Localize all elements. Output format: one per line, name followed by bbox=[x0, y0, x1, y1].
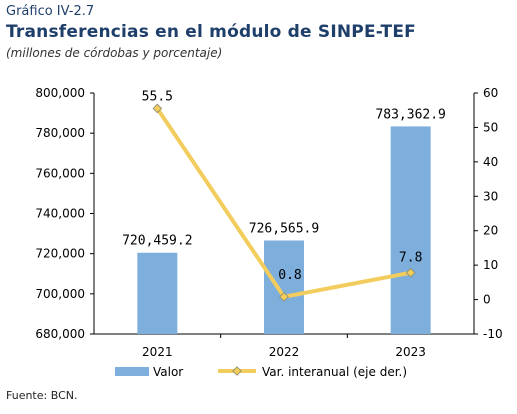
chart-subtitle: (millones de córdobas y porcentaje) bbox=[6, 46, 223, 60]
bar-data-label: 726,565.9 bbox=[249, 221, 319, 236]
x-tick-label: 2021 bbox=[142, 345, 173, 359]
y-left-tick-label: 680,000 bbox=[35, 327, 85, 341]
bar-data-label: 720,459.2 bbox=[122, 234, 192, 249]
chart-title: Transferencias en el módulo de SINPE-TEF bbox=[6, 22, 416, 42]
bar bbox=[137, 252, 178, 334]
y-left-tick-label: 760,000 bbox=[35, 166, 85, 180]
y-left-tick-label: 700,000 bbox=[35, 287, 85, 301]
bar-data-label: 783,362.9 bbox=[375, 107, 445, 122]
y-right-tick-label: 30 bbox=[483, 189, 498, 203]
line-point bbox=[279, 292, 289, 302]
line-data-label: 7.8 bbox=[399, 251, 422, 266]
source-note: Fuente: BCN. bbox=[6, 389, 78, 402]
y-right-tick-label: 10 bbox=[483, 258, 498, 272]
legend-line-marker bbox=[232, 366, 242, 376]
line-data-label: 0.8 bbox=[278, 268, 301, 283]
y-right-tick-label: -10 bbox=[483, 327, 503, 341]
line-data-label: 55.5 bbox=[142, 89, 173, 104]
y-left-tick-label: 800,000 bbox=[35, 86, 85, 100]
bar bbox=[264, 240, 304, 334]
x-tick-label: 2023 bbox=[395, 345, 426, 359]
line-point bbox=[405, 267, 416, 278]
legend-line-label: Var. interanual (eje der.) bbox=[262, 365, 407, 379]
y-left-tick-label: 780,000 bbox=[35, 126, 85, 140]
y-left-tick-label: 720,000 bbox=[35, 247, 85, 261]
x-tick-label: 2022 bbox=[269, 345, 300, 359]
legend-bar-swatch bbox=[115, 367, 149, 376]
y-left-tick-label: 740,000 bbox=[35, 207, 85, 221]
y-right-tick-label: 20 bbox=[483, 224, 498, 238]
legend-bar-label: Valor bbox=[153, 365, 183, 379]
y-right-tick-label: 0 bbox=[483, 293, 491, 307]
y-right-tick-label: 50 bbox=[483, 120, 498, 134]
y-right-tick-label: 40 bbox=[483, 155, 498, 169]
line-point bbox=[152, 103, 163, 114]
chart-label: Gráfico IV-2.7 bbox=[6, 4, 95, 19]
bar bbox=[390, 126, 431, 334]
y-right-tick-label: 60 bbox=[483, 86, 498, 100]
